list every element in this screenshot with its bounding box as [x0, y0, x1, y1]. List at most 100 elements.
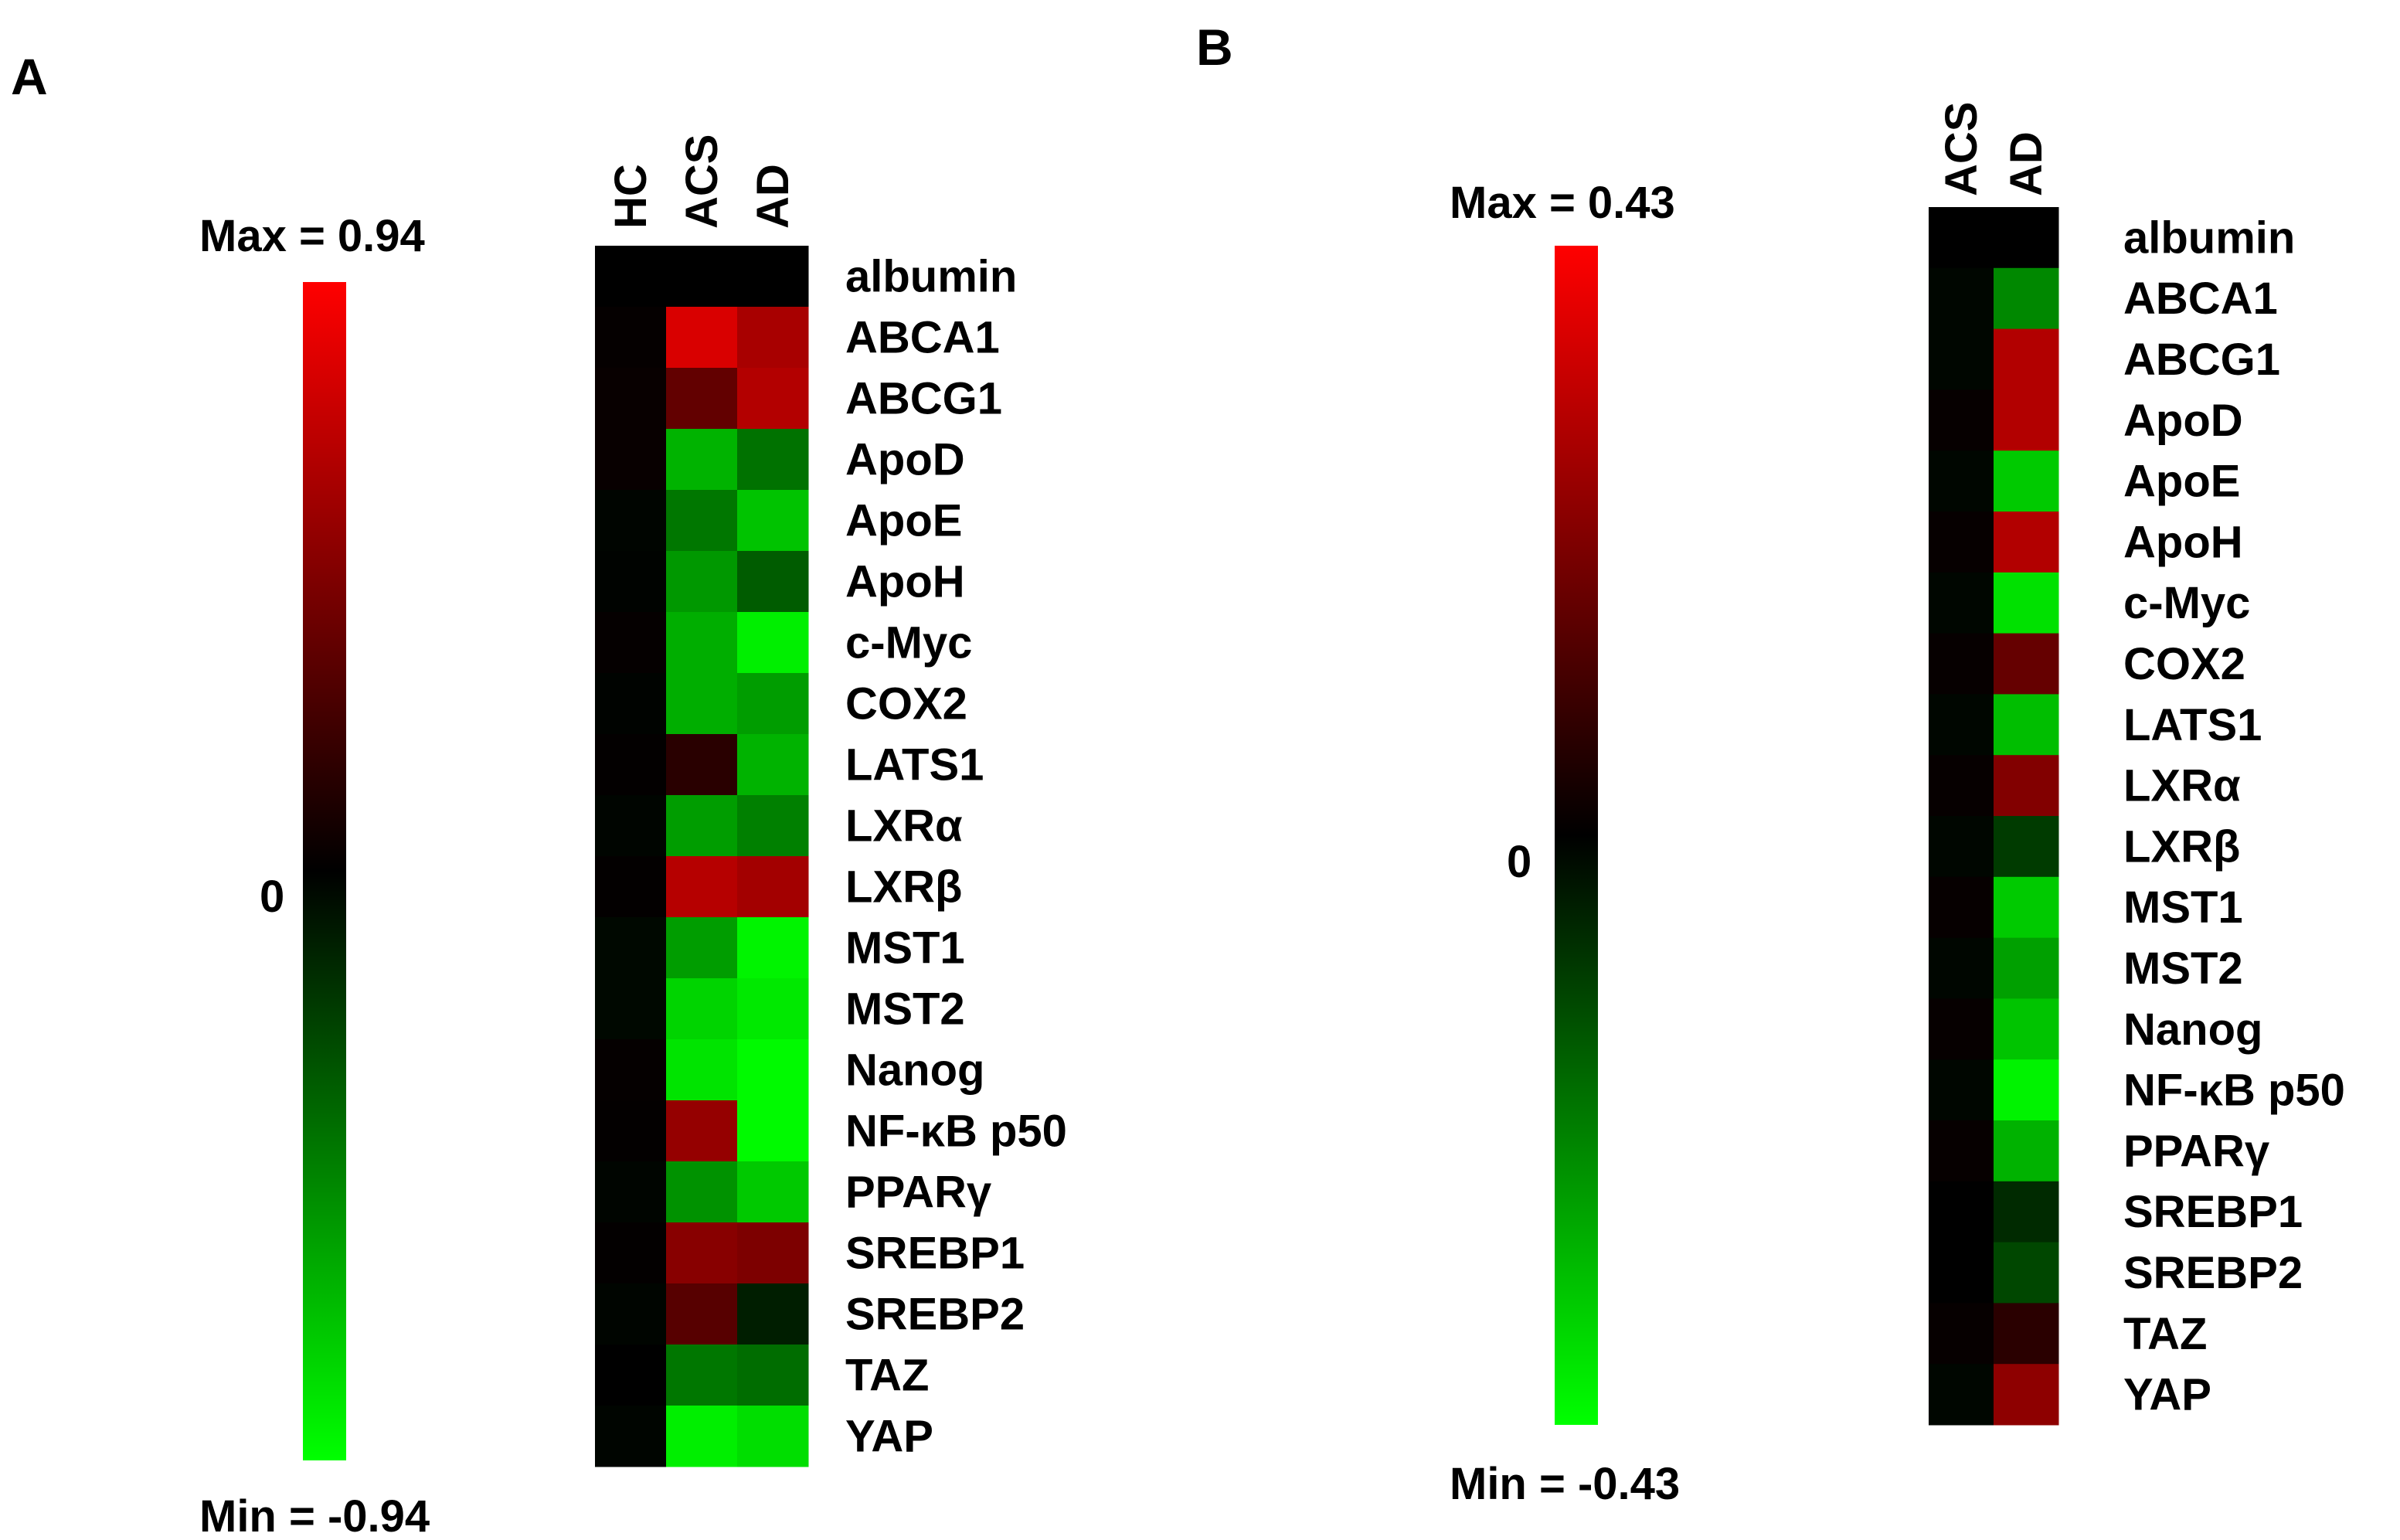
heatmap-cell: [737, 1161, 809, 1223]
row-label: albumin: [845, 252, 1017, 302]
heatmap-cell: [1929, 816, 1994, 878]
heatmap-cell: [666, 551, 738, 613]
row-label: Nanog: [845, 1045, 984, 1096]
heatmap-cell: [595, 429, 667, 491]
heatmap-cell: [595, 490, 667, 552]
row-label: NF-κB p50: [845, 1107, 1067, 1157]
row-label: ApoH: [2123, 517, 2243, 567]
panel-b-zero-label: 0: [1507, 837, 1531, 887]
heatmap-cell: [1994, 267, 2059, 330]
heatmap-cell: [1929, 998, 1994, 1060]
heatmap-cell: [666, 246, 738, 308]
row-label: MST2: [2123, 943, 2243, 994]
row-label: SREBP1: [845, 1229, 1025, 1279]
heatmap-cell: [1994, 755, 2059, 817]
heatmap-cell: [666, 490, 738, 552]
heatmap-cell: [1994, 1120, 2059, 1182]
row-label: ApoE: [845, 496, 962, 546]
heatmap-cell: [1929, 1181, 1994, 1243]
heatmap-cell: [1929, 1303, 1994, 1365]
row-label: ABCA1: [845, 313, 1000, 363]
heatmap-cell: [1929, 937, 1994, 999]
panel-b-colorbar: [1555, 246, 1598, 1425]
heatmap-cell: [737, 307, 809, 369]
heatmap-cell: [737, 795, 809, 857]
heatmap-cell: [666, 1345, 738, 1406]
panel-b-letter: B: [1196, 19, 1233, 76]
row-label: LXRα: [2123, 761, 2241, 811]
row-label: LXRβ: [845, 862, 962, 913]
row-label: NF-κB p50: [2123, 1066, 2345, 1116]
heatmap-cell: [1994, 937, 2059, 999]
heatmap-cell: [1994, 450, 2059, 512]
panel-a-zero-label: 0: [260, 872, 284, 922]
heatmap-cell: [666, 856, 738, 918]
heatmap-cell: [666, 917, 738, 979]
column-label: AD: [748, 164, 798, 229]
heatmap-cell: [595, 551, 667, 613]
heatmap-cell: [1994, 207, 2059, 269]
heatmap-cell: [595, 673, 667, 735]
heatmap-cell: [737, 1345, 809, 1406]
row-label: ApoD: [845, 435, 965, 485]
heatmap-cell: [666, 1222, 738, 1284]
heatmap-cell: [1929, 876, 1994, 939]
column-label: AD: [2001, 131, 2052, 196]
heatmap-cell: [595, 1283, 667, 1345]
column-label: ACS: [677, 134, 727, 229]
panel-b: B Max = 0.43 0 Min = -0.43 ACS ADalbuminA…: [1196, 19, 2345, 1509]
heatmap-cell: [666, 673, 738, 735]
heatmap-cell: [1929, 694, 1994, 756]
panel-a-heatmap: HC ACS AD albumin ABCA1 ABCG1 ApoD ApoE ApoH c-My…: [595, 134, 1067, 1467]
heatmap-cell: [1994, 512, 2059, 573]
heatmap-cell: [737, 917, 809, 979]
heatmap-cell: [666, 978, 738, 1040]
heatmap-cell: [1929, 328, 1994, 390]
heatmap-cell: [595, 307, 667, 369]
row-label: COX2: [2123, 639, 2245, 689]
heatmap-cell: [1994, 633, 2059, 695]
row-label: c-Myc: [2123, 578, 2250, 628]
column-label: ACS: [1936, 102, 1987, 196]
heatmap-cell: [737, 368, 809, 430]
heatmap-cell: [737, 978, 809, 1040]
row-label: ApoE: [2123, 457, 2240, 507]
row-label: PPARγ: [2123, 1126, 2270, 1176]
row-label: albumin: [2123, 212, 2295, 263]
heatmap-cell: [666, 1406, 738, 1467]
heatmap-cell: [1929, 450, 1994, 512]
row-label: SREBP2: [2123, 1248, 2303, 1298]
row-label: YAP: [845, 1412, 933, 1462]
heatmap-cell: [737, 1283, 809, 1345]
heatmap-cell: [1994, 1242, 2059, 1304]
heatmap-cell: [595, 917, 667, 979]
heatmap-cell: [666, 795, 738, 857]
heatmap-cell: [595, 1100, 667, 1162]
heatmap-cell: [737, 246, 809, 308]
heatmap-cell: [595, 1345, 667, 1406]
heatmap-cell: [666, 1039, 738, 1101]
heatmap-cell: [1994, 328, 2059, 390]
heatmap-cell: [737, 1100, 809, 1162]
row-label: PPARγ: [845, 1168, 992, 1218]
heatmap-cell: [1994, 1059, 2059, 1121]
row-label: SREBP1: [2123, 1187, 2303, 1237]
heatmap-cell: [1929, 207, 1994, 269]
heatmap-cell: [666, 1283, 738, 1345]
row-label: ABCA1: [2123, 274, 2278, 324]
heatmap-cell: [737, 734, 809, 796]
heatmap-cell: [1929, 389, 1994, 451]
heatmap-cell: [666, 1161, 738, 1223]
heatmap-cell: [595, 1039, 667, 1101]
heatmap-cell: [737, 612, 809, 674]
heatmap-cell: [666, 307, 738, 369]
heatmap-cell: [737, 856, 809, 918]
heatmap-cell: [595, 368, 667, 430]
panel-a-max-label: Max = 0.94: [199, 211, 425, 261]
heatmap-cell: [595, 734, 667, 796]
heatmap-cell: [737, 429, 809, 491]
heatmap-cell: [595, 978, 667, 1040]
row-label: MST2: [845, 984, 965, 1035]
heatmap-cell: [595, 1222, 667, 1284]
heatmap-cell: [1929, 1242, 1994, 1304]
